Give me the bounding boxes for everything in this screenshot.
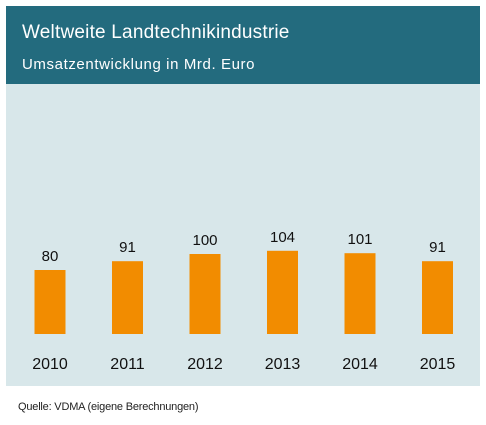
- data-label-2015: 91: [429, 239, 446, 256]
- bar-2012: [189, 254, 221, 334]
- bar-2014: [344, 253, 376, 334]
- x-tick-label-2014: 2014: [342, 356, 378, 373]
- data-label-2013: 104: [270, 229, 295, 246]
- bar-chart: 80 2010 91 2011 100 2012 104 2013 101 2014 91 2015: [32, 229, 456, 373]
- chart-frame: Weltweite Landtechnikindustrie Umsatzent…: [6, 6, 480, 386]
- source-note: Quelle: VDMA (eigene Berechnungen): [18, 401, 199, 413]
- x-tick-label-2012: 2012: [187, 356, 223, 373]
- x-tick-label-2015: 2015: [420, 356, 456, 373]
- x-tick-label-2011: 2011: [110, 356, 145, 373]
- x-tick-label-2010: 2010: [32, 356, 68, 373]
- plot-area: 80 2010 91 2011 100 2012 104 2013 101 2014 91 2015: [6, 98, 480, 386]
- chart-title: Weltweite Landtechnikindustrie: [22, 22, 290, 43]
- bar-2011: [112, 261, 143, 334]
- bar-2015: [422, 261, 453, 334]
- chart-subtitle: Umsatzentwicklung in Mrd. Euro: [22, 56, 256, 73]
- data-label-2010: 80: [42, 248, 59, 265]
- data-label-2011: 91: [119, 239, 136, 256]
- data-label-2012: 100: [192, 232, 217, 249]
- x-tick-label-2013: 2013: [265, 356, 301, 373]
- data-label-2014: 101: [347, 231, 372, 248]
- bar-2013: [267, 250, 298, 334]
- chart-header: Weltweite Landtechnikindustrie Umsatzent…: [6, 6, 480, 84]
- bar-2010: [34, 270, 66, 334]
